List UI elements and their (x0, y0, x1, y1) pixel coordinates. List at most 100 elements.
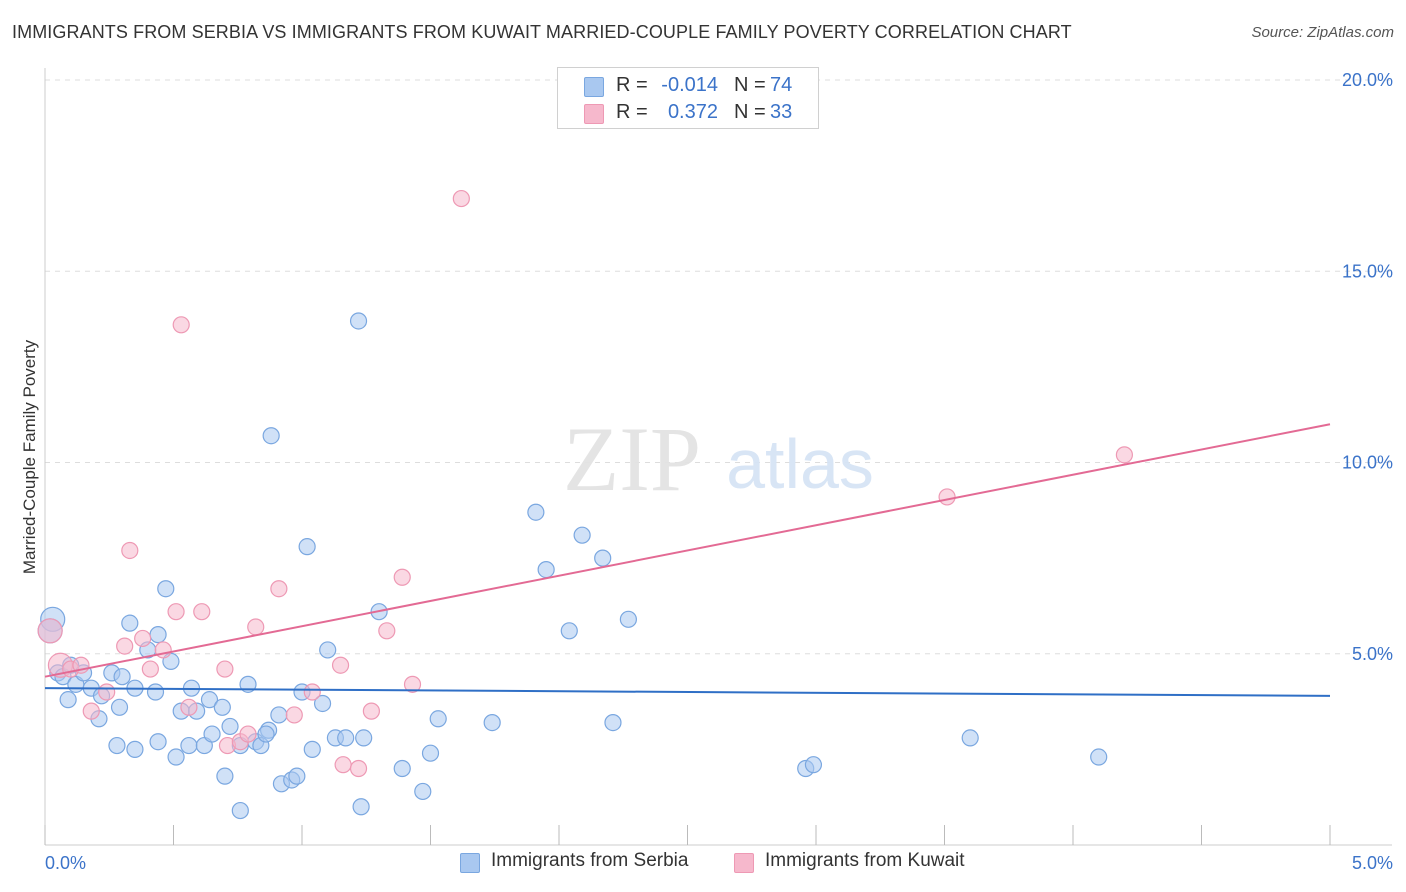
legend-r-label: R = (616, 101, 648, 123)
serbia-point (110, 698, 129, 716)
kuwait-point (285, 706, 303, 724)
kuwait-point (349, 759, 368, 778)
serbia-point (146, 683, 165, 701)
kuwait-point (121, 541, 139, 560)
serbia-point (319, 641, 337, 659)
serbia-point (149, 626, 167, 644)
series-legend: Immigrants from Serbia Immigrants from K… (0, 850, 1406, 878)
serbia-point (594, 549, 612, 567)
serbia-point (604, 713, 622, 732)
chart-title: IMMIGRANTS FROM SERBIA VS IMMIGRANTS FRO… (12, 22, 1072, 42)
grid-lines (45, 79, 1392, 655)
legend-row-kuwait: R = 0.372 N = 33 (558, 101, 818, 127)
serbia-point (303, 740, 321, 758)
serbia-point (200, 691, 219, 709)
source-label: Source: ZipAtlas.com (1251, 24, 1394, 41)
trend-lines (44, 423, 1331, 697)
serbia-point (619, 610, 637, 628)
kuwait-point (116, 637, 134, 655)
serbia-point (221, 717, 239, 736)
serbia-point (239, 675, 257, 693)
serbia-point (149, 733, 167, 751)
watermark-atlas: atlas (726, 425, 874, 503)
y-tick-label: 15.0% (1342, 261, 1393, 281)
serbia-point (313, 694, 332, 713)
kuwait-point (172, 316, 190, 334)
legend-n-label: N = (734, 101, 766, 123)
series-serbia-points (37, 312, 1108, 820)
legend-label-serbia[interactable]: Immigrants from Serbia (491, 850, 689, 871)
serbia-point (59, 691, 77, 709)
serbia-point (527, 503, 545, 521)
serbia-point (108, 736, 126, 755)
x-tick-label: 5.0% (1352, 853, 1393, 873)
watermark: ZIP atlas (563, 408, 874, 510)
kuwait-point (82, 702, 100, 720)
serbia-point (349, 312, 368, 330)
serbia-point (537, 560, 555, 579)
serbia-point (298, 538, 316, 556)
kuwait-point (403, 675, 422, 693)
legend-r-label: R = (616, 74, 648, 96)
serbia-point (421, 744, 440, 762)
serbia-point (288, 767, 306, 785)
serbia-point (257, 725, 275, 743)
legend-swatch-serbia[interactable] (460, 853, 480, 873)
kuwait-point (270, 580, 288, 598)
kuwait-point (193, 603, 211, 621)
serbia-point (429, 710, 447, 728)
serbia-point (961, 729, 979, 747)
kuwait-point (303, 683, 321, 701)
kuwait-point (362, 702, 380, 720)
legend-label-kuwait[interactable]: Immigrants from Kuwait (765, 850, 965, 871)
serbia-point (804, 756, 823, 774)
serbia-point (355, 729, 373, 747)
serbia-point (213, 698, 231, 716)
tick-labels: 5.0% 10.0% 15.0% 20.0% 0.0% 5.0% (45, 70, 1393, 873)
series-kuwait-points (37, 189, 1134, 778)
kuwait-point (1115, 446, 1134, 464)
serbia-point (337, 729, 355, 747)
watermark-zip: ZIP (563, 408, 701, 510)
serbia-trend-line (44, 687, 1331, 697)
legend-r-value-serbia: -0.014 (661, 74, 718, 96)
serbia-point (121, 614, 139, 632)
legend-swatch-kuwait[interactable] (734, 853, 754, 873)
axes (44, 68, 1392, 846)
serbia-point (573, 526, 591, 544)
legend-n-value-serbia: 74 (770, 74, 793, 96)
kuwait-point (141, 660, 159, 678)
kuwait-point (378, 622, 396, 640)
legend-n-label: N = (734, 74, 766, 96)
legend-r-value-kuwait: 0.372 (667, 101, 718, 123)
kuwait-point (938, 488, 956, 506)
serbia-point (216, 767, 234, 785)
kuwait-point (167, 603, 185, 621)
kuwait-point (37, 618, 63, 644)
serbia-point (203, 725, 221, 743)
legend-swatch-serbia (584, 77, 604, 97)
kuwait-point (334, 756, 352, 774)
legend-n-value-kuwait: 33 (770, 101, 793, 123)
kuwait-trend-line (44, 423, 1331, 678)
serbia-point (231, 801, 249, 820)
serbia-point (483, 713, 501, 732)
serbia-point (262, 427, 280, 445)
correlation-legend: R = -0.014 N = 74 R = 0.372 N = 33 (557, 67, 819, 129)
kuwait-point (393, 568, 411, 586)
kuwait-point (331, 656, 350, 674)
kuwait-point (216, 660, 234, 678)
serbia-point (167, 748, 185, 766)
serbia-point (352, 798, 370, 816)
kuwait-point (134, 629, 152, 648)
serbia-point (393, 759, 411, 778)
serbia-point (560, 622, 578, 640)
kuwait-point (452, 189, 470, 208)
y-tick-label: 20.0% (1342, 70, 1393, 90)
kuwait-point (239, 725, 257, 743)
serbia-point (113, 668, 131, 686)
kuwait-point (98, 683, 116, 701)
serbia-point (180, 736, 198, 755)
serbia-point (157, 580, 175, 598)
